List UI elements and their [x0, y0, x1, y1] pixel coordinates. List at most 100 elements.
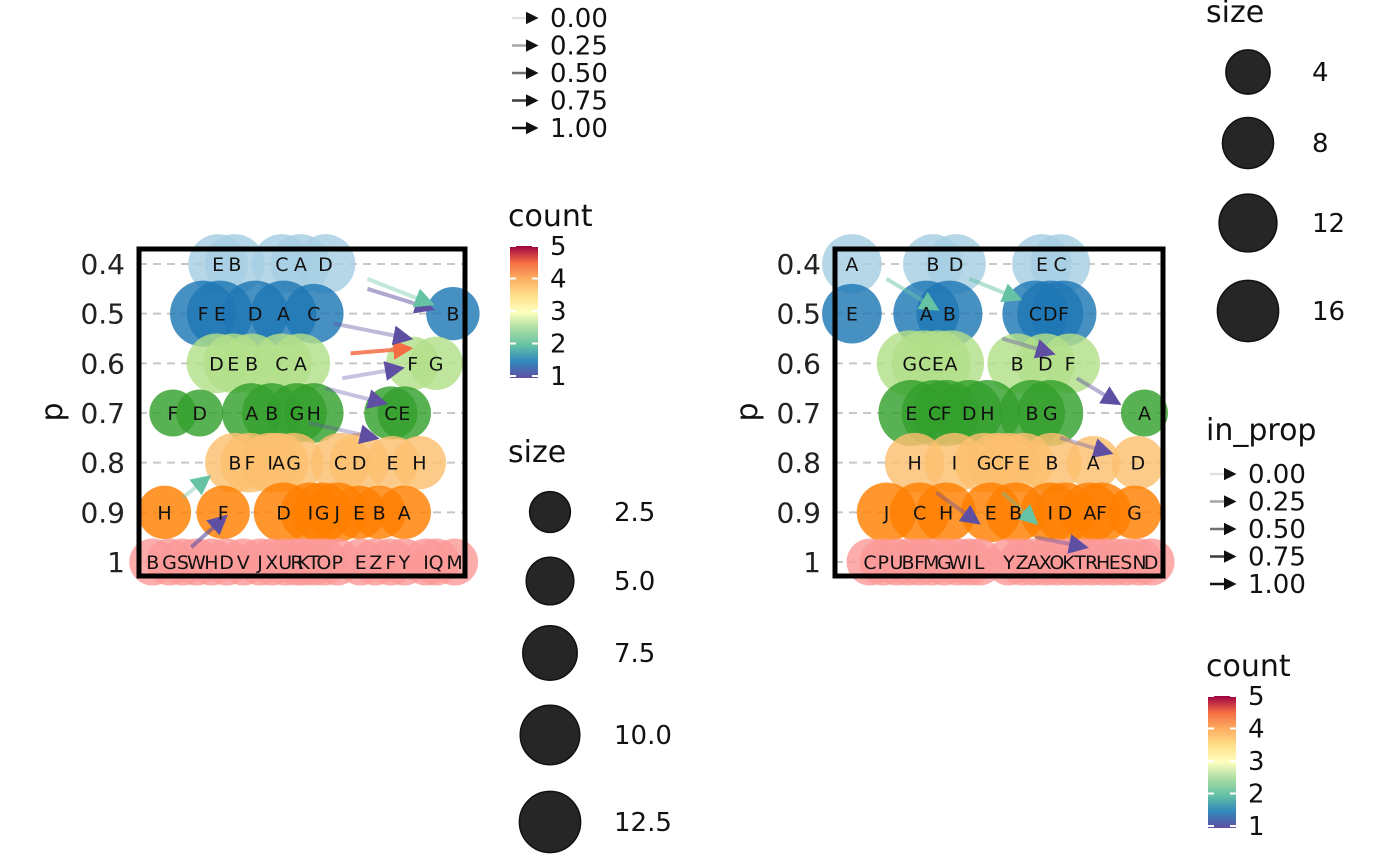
y-axis-label: p — [730, 402, 765, 421]
node-label: H — [1096, 552, 1110, 574]
node-label: A — [1087, 453, 1100, 475]
node-label: C — [1029, 304, 1042, 326]
node-label: I — [423, 552, 429, 574]
node-label: D — [1038, 353, 1053, 375]
node-label: H — [204, 552, 218, 574]
node-label: Y — [1002, 552, 1015, 574]
node-label: E — [387, 453, 399, 475]
node-label: D — [949, 254, 964, 276]
y-axis-label: p — [35, 402, 70, 421]
node-label: C — [1054, 254, 1067, 276]
node-label: H — [412, 453, 426, 475]
node-label: E — [398, 403, 410, 425]
node-label: H — [157, 502, 171, 524]
node-label: B — [446, 304, 459, 326]
legend-arrow-label: 0.25 — [1248, 488, 1306, 518]
node-point — [283, 283, 344, 344]
legend-arrow-label: 1.00 — [550, 114, 608, 144]
colorbar-label: 2 — [550, 330, 567, 360]
legend-arrow-label: 0.25 — [550, 32, 608, 62]
node-label: D — [276, 502, 291, 524]
node-label: G — [1127, 502, 1142, 524]
node-label: G — [937, 552, 952, 574]
node-label: B — [1026, 403, 1039, 425]
node-point — [1022, 432, 1082, 493]
node-label: J — [256, 552, 263, 574]
legend-size-label: 10.0 — [614, 721, 672, 751]
node-label: D — [219, 552, 234, 574]
node-label: Z — [1016, 552, 1029, 574]
node-label: R — [290, 552, 303, 574]
legend-size-label: 5.0 — [614, 567, 655, 597]
node-label: C — [275, 353, 288, 375]
transition-arrow — [366, 277, 435, 308]
node-label: C — [913, 502, 926, 524]
node-point — [409, 336, 463, 391]
colorbar-label: 4 — [550, 265, 567, 295]
node-label: F — [1003, 453, 1014, 475]
legend-title-size: size — [508, 435, 566, 470]
node-point — [392, 436, 447, 490]
node-label: I — [1047, 502, 1053, 524]
node-label: F — [385, 552, 396, 574]
node-label: E — [353, 502, 365, 524]
node-label: O — [1049, 552, 1064, 574]
node-label: M — [446, 552, 462, 574]
transition-arrow — [324, 386, 389, 409]
node-point — [176, 389, 224, 437]
node-label: E — [1109, 552, 1121, 574]
transition-arrow — [1034, 534, 1089, 554]
colorbar-label: 3 — [550, 297, 567, 327]
node-label: Y — [397, 552, 410, 574]
node-point — [137, 485, 192, 539]
node-label: E — [355, 552, 367, 574]
colorbar-label: 3 — [1248, 747, 1265, 777]
y-tick-label: 0.9 — [776, 496, 821, 529]
legend-size-key — [518, 790, 582, 854]
colorbar-label: 2 — [1248, 780, 1265, 810]
node-label: B — [902, 552, 915, 574]
node-label: S — [1120, 552, 1132, 574]
node-label: B — [943, 304, 956, 326]
node-label: G — [977, 453, 992, 475]
node-label: C — [384, 403, 397, 425]
y-tick-label: 0.4 — [80, 248, 125, 281]
node-label: X — [265, 552, 278, 574]
node-label: F — [941, 403, 952, 425]
y-tick-label: 0.7 — [80, 397, 125, 430]
y-tick-label: 1 — [803, 546, 821, 579]
y-tick-label: 0.6 — [80, 347, 125, 380]
transition-arrow — [350, 339, 414, 360]
node-label: G — [902, 353, 917, 375]
node-label: A — [277, 304, 290, 326]
colorbar-label: 5 — [550, 232, 567, 262]
node-label: B — [1009, 502, 1022, 524]
legend-title-size: size — [1206, 0, 1264, 30]
transition-arrow — [189, 514, 228, 549]
y-tick-label: 0.6 — [776, 347, 821, 380]
legend-size-label: 16 — [1312, 297, 1345, 327]
node-label: B — [373, 502, 386, 524]
node-label: C — [918, 353, 931, 375]
node-label: I — [267, 453, 273, 475]
legend-size-label: 12.5 — [614, 808, 672, 838]
transition-arrow — [341, 361, 405, 381]
transition-arrow — [308, 420, 380, 445]
node-label: W — [187, 552, 206, 574]
node-label: G — [429, 353, 444, 375]
legend-arrow-label: 1.00 — [1248, 570, 1306, 600]
node-label: I — [308, 502, 314, 524]
node-label: H — [939, 502, 953, 524]
node-label: A — [1027, 552, 1040, 574]
node-label: A — [272, 453, 285, 475]
node-point — [916, 482, 976, 543]
node-label: Q — [429, 552, 444, 574]
node-label: S — [177, 552, 189, 574]
node-label: C — [275, 254, 288, 276]
legend-arrow-label: 0.50 — [1248, 515, 1306, 545]
right-legends: in_prop0.000.250.500.751.00count54321siz… — [1206, 0, 1345, 842]
node-label: Z — [369, 552, 382, 574]
node-label: I — [966, 552, 972, 574]
